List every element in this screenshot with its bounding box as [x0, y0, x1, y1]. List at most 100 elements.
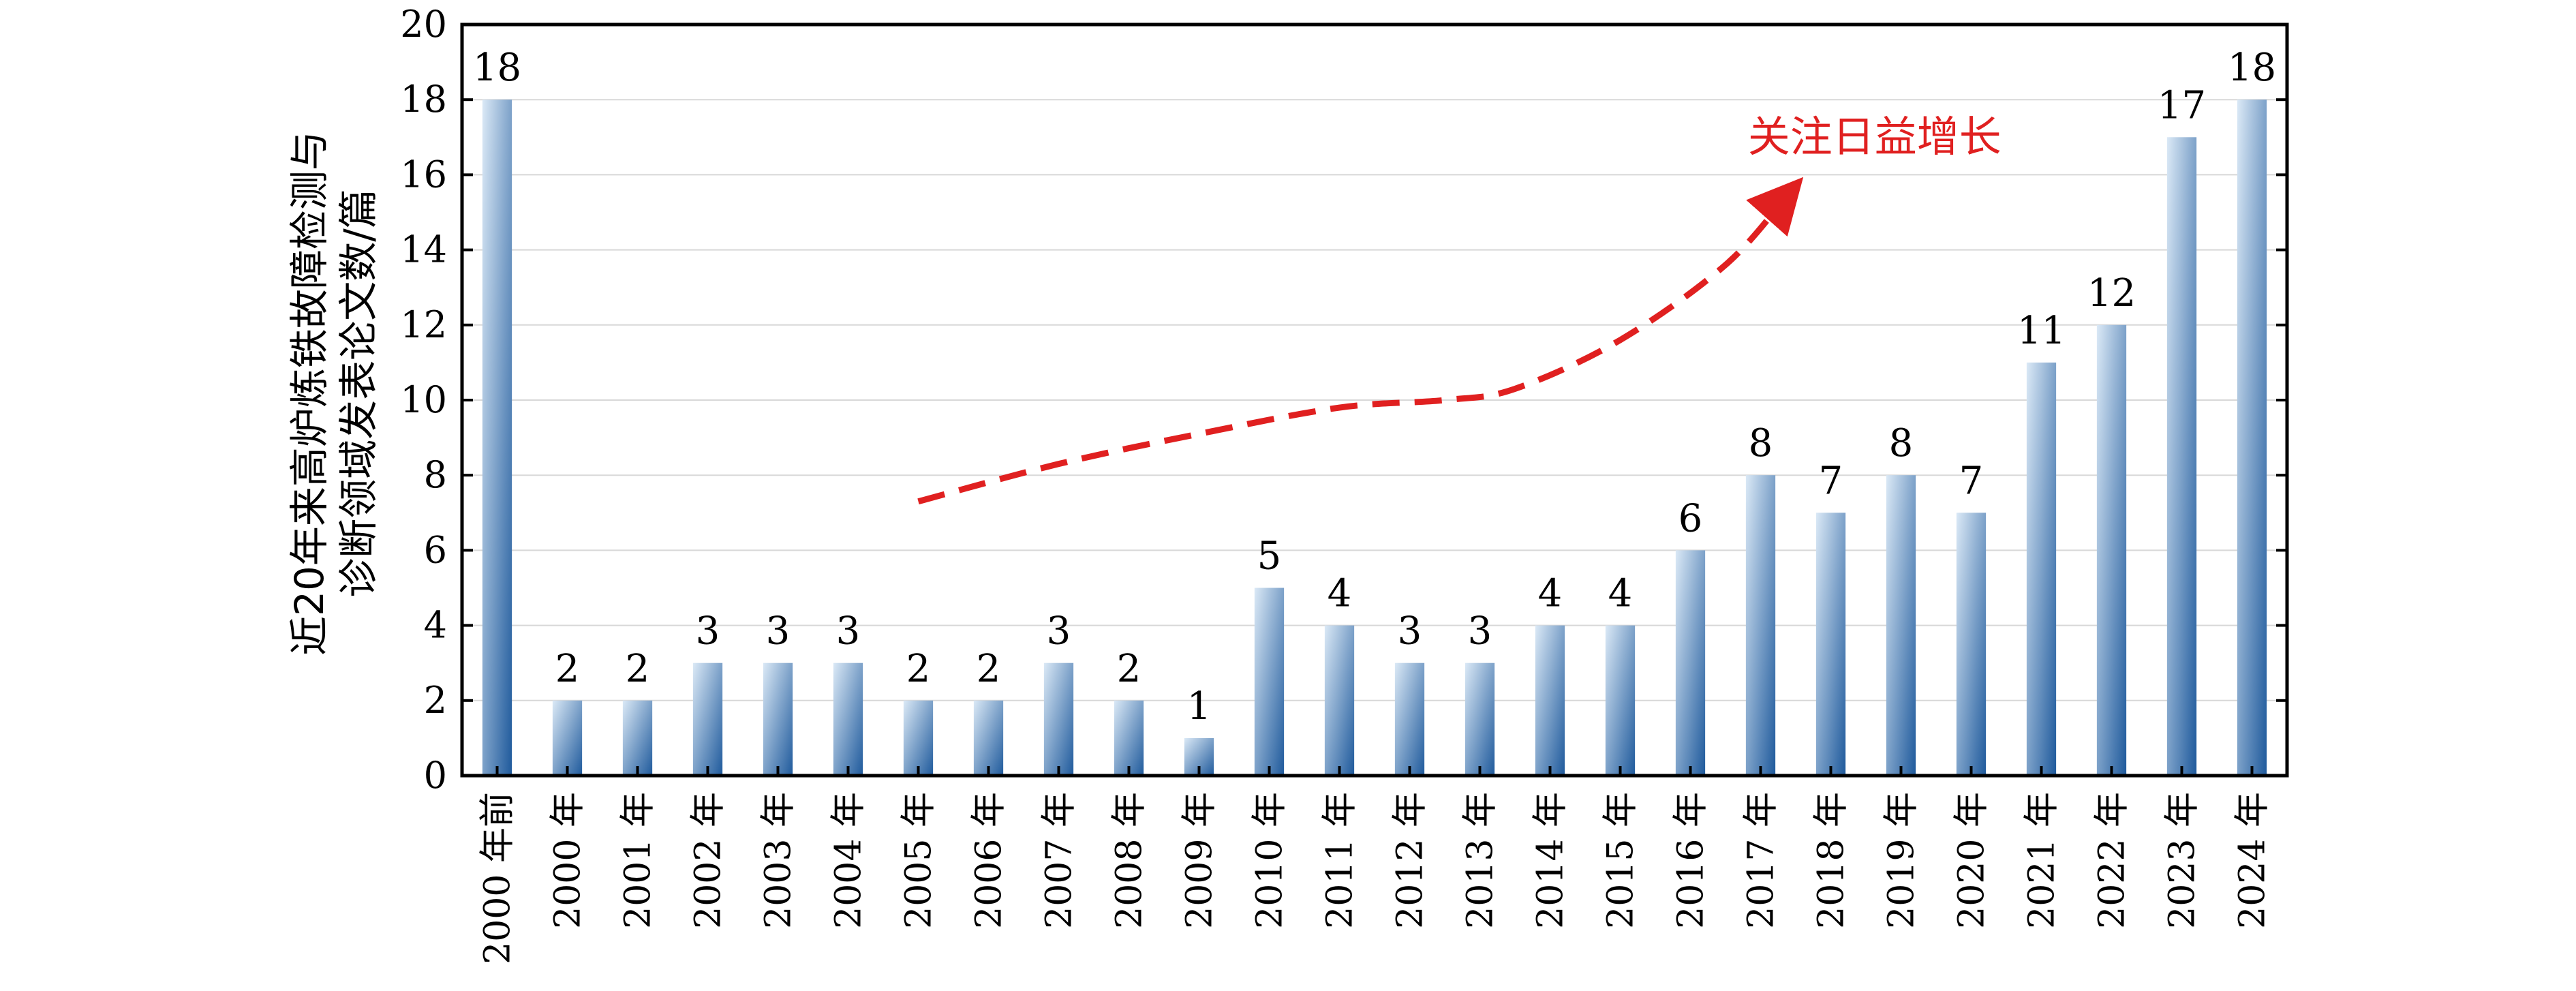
- data-label: 3: [836, 609, 861, 654]
- data-label: 4: [1328, 572, 1352, 616]
- x-tick-label: 2003 年: [758, 792, 799, 929]
- data-label: 8: [1749, 421, 1773, 466]
- trend-arrow: [917, 177, 1804, 505]
- x-tick-label: 2000 年: [548, 792, 589, 929]
- bar: [2026, 362, 2057, 776]
- bar: [552, 700, 583, 776]
- y-tick-label: 2: [424, 679, 447, 722]
- x-tick-label: 2005 年: [899, 792, 940, 929]
- data-label: 5: [1257, 534, 1282, 579]
- data-label: 18: [473, 46, 521, 90]
- x-tick-label: 2023 年: [2162, 792, 2203, 929]
- bar: [833, 662, 863, 776]
- x-tick-label: 2000 年前: [478, 792, 519, 964]
- x-tick-label: 2016 年: [1671, 792, 1712, 929]
- y-axis-label-line: 诊断领域发表论文数/篇: [335, 189, 382, 598]
- bar: [1254, 588, 1285, 776]
- y-axis-label-line: 近20年来高炉炼铁故障检测与: [286, 131, 333, 656]
- bar: [1043, 662, 1074, 776]
- y-tick-label: 8: [424, 453, 447, 496]
- bar: [1394, 662, 1425, 776]
- x-tick-label: 2002 年: [688, 792, 729, 929]
- data-label: 3: [1398, 609, 1422, 654]
- x-tick-label: 2022 年: [2092, 792, 2133, 929]
- data-label: 7: [1959, 459, 1984, 503]
- bar: [1815, 513, 1846, 776]
- x-tick-label: 2021 年: [2022, 792, 2063, 929]
- x-tick-label: 2009 年: [1180, 792, 1221, 929]
- x-tick-label: 2008 年: [1109, 792, 1150, 929]
- y-tick-label: 10: [400, 378, 447, 421]
- data-label: 1: [1187, 684, 1212, 729]
- bar: [1675, 550, 1706, 776]
- bar: [1114, 700, 1144, 776]
- y-tick-label: 4: [424, 604, 447, 647]
- y-axis-label: 近20年来高炉炼铁故障检测与 诊断领域发表论文数/篇: [286, 131, 382, 656]
- bars: [482, 100, 2267, 776]
- y-tick-label: 18: [400, 78, 447, 121]
- data-label: 4: [1538, 572, 1563, 616]
- x-tick-label: 2004 年: [829, 792, 870, 929]
- bar: [763, 662, 793, 776]
- data-label: 3: [1047, 609, 1071, 654]
- x-tick-label: 2010 年: [1250, 792, 1291, 929]
- bar: [1886, 475, 1916, 776]
- bar: [2096, 324, 2127, 776]
- y-tick-label: 14: [400, 228, 447, 271]
- data-label: 8: [1889, 421, 1914, 466]
- y-tick-label: 12: [400, 303, 447, 346]
- bar: [1324, 625, 1355, 776]
- y-tick-label: 20: [400, 3, 447, 46]
- bar: [692, 662, 723, 776]
- x-tick-label: 2007 年: [1039, 792, 1080, 929]
- x-tick-label: 2018 年: [1811, 792, 1852, 929]
- data-label: 2: [555, 647, 580, 691]
- data-label: 18: [2228, 46, 2276, 90]
- x-tick-label: 2017 年: [1741, 792, 1782, 929]
- data-label: 11: [2017, 309, 2066, 353]
- x-tick-label: 2024 年: [2233, 792, 2273, 929]
- data-label: 2: [1117, 647, 1141, 691]
- x-tick-label: 2019 年: [1882, 792, 1922, 929]
- data-label: 17: [2158, 83, 2206, 127]
- bar: [482, 100, 512, 776]
- data-label: 2: [977, 647, 1001, 691]
- bar: [1745, 475, 1776, 776]
- data-label: 12: [2087, 271, 2136, 316]
- bar: [1535, 625, 1565, 776]
- bar: [973, 700, 1004, 776]
- data-label: 2: [626, 647, 650, 691]
- data-label: 3: [1468, 609, 1492, 654]
- grid-lines: [462, 99, 2287, 701]
- x-tick-label: 2006 年: [969, 792, 1010, 929]
- x-tick-label: 2013 年: [1460, 792, 1501, 929]
- bar: [2237, 100, 2267, 776]
- x-tick-label: 2015 年: [1601, 792, 1642, 929]
- x-tick-label: 2020 年: [1952, 792, 1993, 929]
- bar: [1956, 513, 1987, 776]
- y-tick-label: 0: [424, 754, 447, 797]
- data-label: 6: [1678, 496, 1703, 540]
- annotation-text: 关注日益增长: [1748, 112, 2002, 162]
- y-tick-label: 16: [400, 153, 447, 196]
- x-axis: 2000 年前 2000 年 2001 年 2002 年 2003 年 2004 年 200…: [478, 766, 2273, 964]
- bar: [1465, 662, 1495, 776]
- x-tick-label: 2014 年: [1531, 792, 1571, 929]
- bar: [1605, 625, 1636, 776]
- bar: [2166, 137, 2197, 776]
- data-label: 3: [766, 609, 791, 654]
- data-label: 3: [696, 609, 720, 654]
- bar: [622, 700, 653, 776]
- data-label: 4: [1608, 572, 1633, 616]
- data-label: 2: [906, 647, 931, 691]
- x-tick-label: 2012 年: [1390, 792, 1431, 929]
- data-label: 7: [1819, 459, 1843, 503]
- x-tick-label: 2011 年: [1320, 792, 1361, 929]
- y-tick-label: 6: [424, 528, 447, 571]
- bar: [903, 700, 934, 776]
- x-tick-label: 2001 年: [618, 792, 659, 929]
